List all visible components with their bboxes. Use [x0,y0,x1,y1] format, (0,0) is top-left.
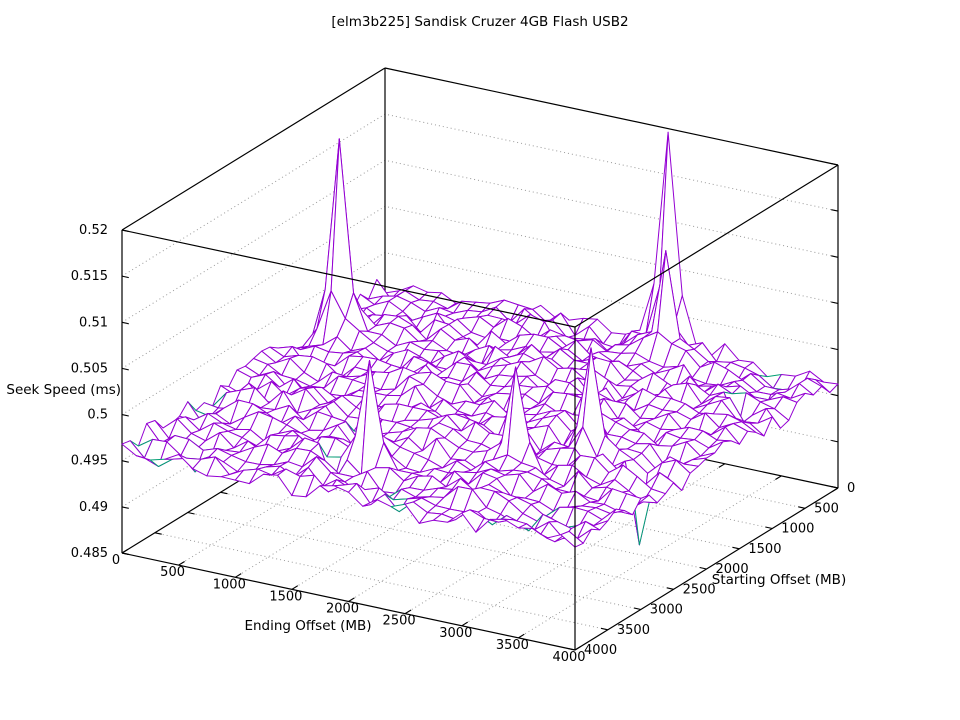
svg-text:500: 500 [160,565,185,580]
svg-text:0.505: 0.505 [71,361,108,376]
svg-text:0: 0 [847,481,855,496]
svg-text:0.52: 0.52 [79,223,108,238]
surface-mesh [121,131,839,548]
svg-text:3500: 3500 [496,638,529,653]
y-axis-title: Starting Offset (MB) [711,572,847,588]
front-border-layer [121,164,839,651]
svg-text:1000: 1000 [213,577,246,592]
svg-text:2500: 2500 [683,582,716,597]
svg-text:500: 500 [814,501,839,516]
svg-text:0.485: 0.485 [71,546,108,561]
svg-text:4000: 4000 [552,650,585,665]
svg-text:0.49: 0.49 [79,500,108,515]
svg-text:0.51: 0.51 [79,315,108,330]
z-axis-title: Seek Speed (ms) [6,382,121,398]
svg-text:1500: 1500 [269,589,302,604]
svg-text:4000: 4000 [584,643,617,658]
svg-text:0.5: 0.5 [87,408,108,423]
svg-text:0.495: 0.495 [71,454,108,469]
svg-text:2000: 2000 [326,602,359,617]
x-axis-title: Ending Offset (MB) [244,618,372,634]
svg-text:3000: 3000 [650,603,683,618]
svg-text:1000: 1000 [781,522,814,537]
svg-text:3500: 3500 [617,623,650,638]
z-tick-labels: 0.485 0.49 0.495 0.5 0.505 0.51 0.515 0.52 [71,223,108,561]
svg-text:3000: 3000 [439,626,472,641]
svg-text:1500: 1500 [748,542,781,557]
svg-text:2500: 2500 [383,614,416,629]
x-tick-labels: 0 500 1000 1500 2000 2500 3000 3500 4000 [112,553,586,665]
svg-text:0: 0 [112,553,120,568]
svg-text:0.515: 0.515 [71,269,108,284]
chart-title: [elm3b225] Sandisk Cruzer 4GB Flash USB2 [331,14,629,30]
svg-text:2000: 2000 [716,562,749,577]
